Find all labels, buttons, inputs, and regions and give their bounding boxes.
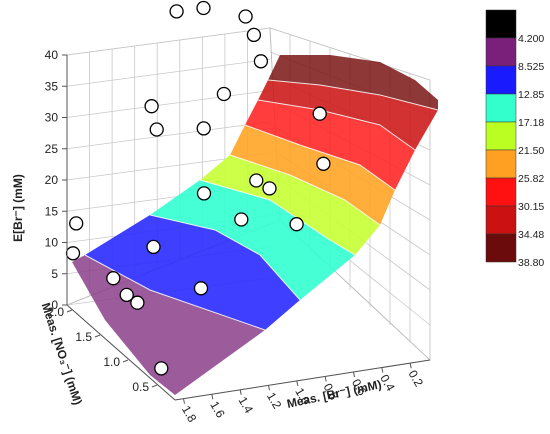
surface-band-cyan: [150, 180, 355, 300]
scatter-point: [289, 217, 304, 232]
scatter-point: [144, 99, 159, 114]
y-tick-label: 2.0: [47, 305, 64, 319]
z-tick-label: 0: [51, 298, 58, 312]
x-tick-label: 1.8: [179, 403, 200, 425]
scatter-point: [253, 54, 269, 69]
z-tick-label: 10: [45, 236, 59, 250]
back-grid-line: [66, 58, 271, 87]
scatter-point: [69, 216, 84, 231]
y-axis-line: [66, 304, 176, 401]
y-axis: 0.5 1.0 1.5 2.0: [47, 304, 176, 401]
back-grid-line: [66, 27, 271, 56]
scatter-point: [154, 361, 169, 376]
colorbar: 4.200 8.525 12.85 17.18 21.50 25.82 30.15 34.48…: [485, 9, 544, 269]
x-tick-mark: [324, 376, 327, 382]
scatter-points: [65, 0, 331, 376]
x-tick-label: 1.4: [236, 394, 257, 416]
colorbar-level-label: 38.80: [518, 257, 544, 269]
y-tick-mark: [94, 334, 101, 338]
colorbar-level-label: 4.200: [518, 33, 544, 45]
x-tick-mark: [353, 371, 355, 378]
scatter-point: [149, 122, 164, 137]
surface-band-darkred: [258, 80, 438, 150]
z-tick-label: 35: [45, 79, 59, 93]
x-tick-mark: [211, 394, 214, 400]
colorbar-level-label: 34.48: [518, 229, 544, 241]
surface: [72, 55, 439, 395]
x-tick-label: 1.6: [207, 399, 228, 421]
x-tick-mark: [268, 385, 270, 391]
scatter-point: [146, 239, 161, 255]
back-grid-line: [66, 90, 271, 118]
colorbar-swatch: [485, 65, 517, 95]
scatter-point: [119, 287, 134, 303]
z-tick-label: 25: [45, 142, 59, 156]
colorbar-level-label: 12.85: [518, 89, 544, 101]
colorbar-swatch: [485, 9, 517, 39]
scatter-point: [130, 295, 145, 310]
surface-band-red: [245, 100, 415, 190]
colorbar-level-label: 30.15: [518, 201, 544, 213]
colorbar-swatch: [485, 149, 517, 179]
scatter-point: [193, 281, 209, 296]
colorbar-swatch: [485, 37, 517, 67]
colorbar-level-label: 17.18: [518, 117, 544, 129]
scatter-point: [312, 106, 327, 121]
x-tick-label: 1.2: [264, 390, 285, 412]
y-tick-label: 1.0: [103, 355, 120, 369]
colorbar-swatch: [485, 121, 517, 151]
x-tick-mark: [183, 398, 185, 404]
surface-band-green: [200, 155, 380, 255]
x-axis-line: [174, 359, 431, 401]
surface-band-blue: [85, 215, 300, 330]
scatter-point: [196, 186, 212, 201]
surface-band-maroon: [268, 55, 438, 110]
z-axis-label: E[Br⁻] (mM): [11, 174, 25, 242]
scatter-point: [249, 173, 264, 188]
colorbar-swatch: [485, 205, 517, 235]
colorbar-level-label: 8.525: [518, 61, 544, 73]
z-axis: 0 5 10 15 20 25 30 35 40: [45, 48, 68, 312]
z-tick-label: 15: [45, 204, 59, 218]
surface-band-purple: [72, 255, 265, 395]
scatter-point: [169, 4, 184, 19]
z-tick-label: 5: [51, 267, 58, 281]
scatter-point: [196, 0, 211, 16]
back-grid-line: [66, 121, 271, 150]
scatter-point: [216, 86, 232, 102]
colorbar-level-label: 21.50: [518, 145, 544, 157]
colorbar-swatch: [485, 93, 517, 123]
scatter-point: [234, 212, 249, 227]
y-tick-mark: [122, 359, 129, 363]
x-axis: 1.8 1.6 1.4 1.2 1.0 0.8 0.6 0.4 0.2: [174, 359, 431, 425]
colorbar-level-label: 25.82: [518, 173, 544, 185]
colorbar-swatch: [485, 233, 517, 263]
scatter-point: [246, 27, 262, 43]
surface-band-orange: [230, 125, 395, 225]
scatter-point: [196, 121, 211, 136]
x-tick-mark: [381, 367, 384, 373]
y-tick-label: 1.5: [75, 330, 92, 344]
z-tick-label: 20: [45, 173, 59, 187]
scatter-point: [316, 156, 331, 171]
z-tick-label: 30: [45, 111, 59, 125]
y-tick-label: 0.5: [132, 380, 149, 394]
x-tick-mark: [409, 363, 412, 369]
scatter-point: [65, 246, 81, 261]
z-tick-label: 40: [45, 48, 59, 62]
y-tick-mark: [151, 384, 158, 388]
x-tick-mark: [239, 389, 242, 395]
x-tick-label: 0.2: [406, 368, 427, 390]
scatter-point: [262, 181, 277, 196]
x-tick-mark: [296, 380, 299, 386]
scatter-point: [238, 9, 253, 24]
y-tick-mark: [66, 309, 73, 313]
scatter-point: [106, 271, 121, 286]
colorbar-swatch: [485, 177, 517, 207]
